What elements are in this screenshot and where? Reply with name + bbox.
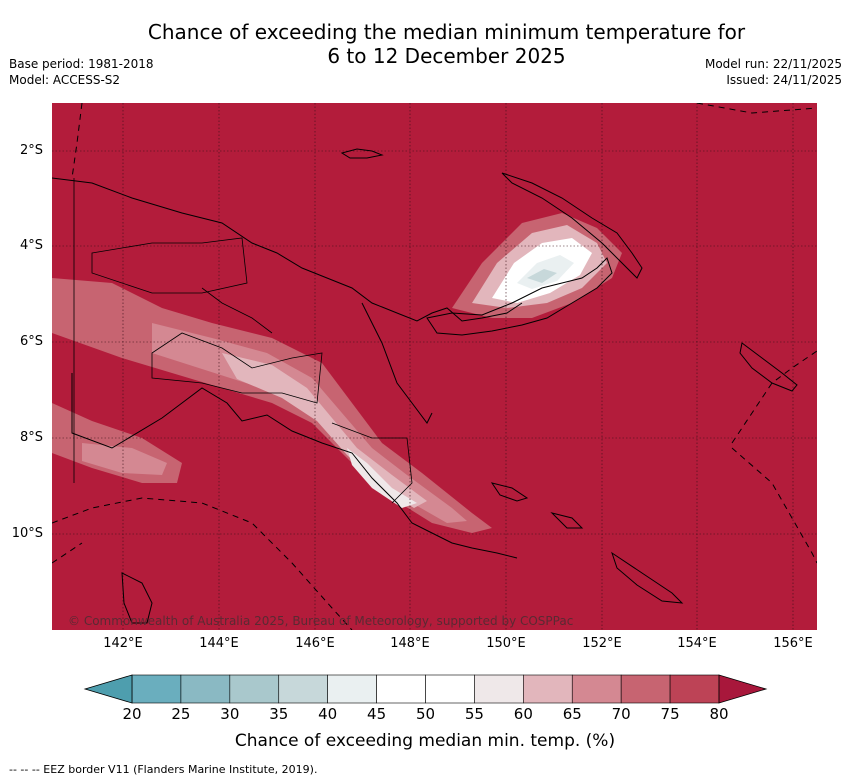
colorbar-segment xyxy=(474,674,524,704)
map-credit: © Commonwealth of Australia 2025, Bureau… xyxy=(68,614,574,628)
manus-island xyxy=(340,148,384,159)
colorbar-high-arrow xyxy=(718,674,768,704)
colorbar xyxy=(83,674,768,704)
colorbar-segment xyxy=(669,674,720,704)
base-period: Base period: 1981-2018 xyxy=(9,57,154,71)
colorbar-tick-label: 30 xyxy=(220,705,240,723)
eez-borders xyxy=(52,103,817,630)
lon-label-146e: 146°E xyxy=(295,636,335,651)
colorbar-tick-label: 20 xyxy=(122,705,142,723)
colorbar-tick-label: 25 xyxy=(171,705,191,723)
title-line-1: Chance of exceeding the median minimum t… xyxy=(147,20,746,44)
meta-left: Base period: 1981-2018 Model: ACCESS-S2 xyxy=(9,56,154,88)
colorbar-segment xyxy=(620,674,671,704)
lon-label-142e: 142°E xyxy=(103,636,143,651)
new-britain xyxy=(426,257,613,336)
new-guinea-south-coast xyxy=(71,373,518,559)
colorbar-tick-label: 60 xyxy=(513,705,533,723)
contour-60-band xyxy=(222,353,427,508)
colorbar-tick-label: 70 xyxy=(611,705,631,723)
issued-date: Issued: 24/11/2025 xyxy=(726,73,842,87)
map-graphic xyxy=(52,103,817,630)
colorbar-segment xyxy=(278,674,328,704)
louisiade-archipelago xyxy=(611,551,684,604)
lon-label-144e: 144°E xyxy=(199,636,239,651)
lon-label-154e: 154°E xyxy=(677,636,717,651)
colorbar-segment xyxy=(571,674,622,704)
meta-right: Model run: 22/11/2025 Issued: 24/11/2025 xyxy=(705,56,842,88)
colorbar-segment xyxy=(327,674,377,704)
colorbar-segment xyxy=(376,674,426,704)
colorbar-tick-label: 75 xyxy=(660,705,680,723)
new-ireland xyxy=(501,172,643,279)
lon-label-152e: 152°E xyxy=(582,636,622,651)
bougainville xyxy=(739,342,798,392)
colorbar-segment xyxy=(425,674,475,704)
colorbar-low-arrow xyxy=(83,674,133,704)
contour-west-65 xyxy=(82,443,167,475)
dentrecasteaux-islands xyxy=(490,482,584,529)
colorbar-segment xyxy=(523,674,573,704)
province-borders xyxy=(73,178,413,504)
lat-label-2s: 2°S xyxy=(19,143,43,158)
colorbar-tick-label: 65 xyxy=(562,705,582,723)
colorbar-segment xyxy=(131,674,182,704)
eez-legend: -- -- -- EEZ border V11 (Flanders Marine… xyxy=(9,763,318,776)
contour-east-35 xyxy=(527,269,557,283)
lon-label-156e: 156°E xyxy=(773,636,813,651)
torres-strait-islands xyxy=(121,572,153,624)
lat-label-4s: 4°S xyxy=(19,238,43,253)
colorbar-tick-label: 80 xyxy=(709,705,729,723)
map-panel: © Commonwealth of Australia 2025, Bureau… xyxy=(52,103,817,630)
colorbar-tick-label: 45 xyxy=(367,705,387,723)
title-line-2: 6 to 12 December 2025 xyxy=(327,44,566,68)
contour-55-band xyxy=(347,448,417,508)
colorbar-tick-label: 50 xyxy=(415,705,436,723)
graticule xyxy=(52,103,817,630)
colorbar-segment xyxy=(229,674,280,704)
lat-label-8s: 8°S xyxy=(19,430,43,445)
chart-title: Chance of exceeding the median minimum t… xyxy=(0,20,850,68)
colorbar-tick-label: 55 xyxy=(464,705,484,723)
colorbar-title: Chance of exceeding median min. temp. (%… xyxy=(234,731,616,751)
lat-label-6s: 6°S xyxy=(19,334,43,349)
lon-label-150e: 150°E xyxy=(486,636,526,651)
colorbar-tick-label: 35 xyxy=(269,705,289,723)
colorbar-tick-label: 40 xyxy=(318,705,338,723)
new-guinea-north-coast xyxy=(52,177,523,322)
coastlines xyxy=(52,148,798,624)
colorbar-segments xyxy=(131,674,720,704)
model-name: Model: ACCESS-S2 xyxy=(9,73,121,87)
colorbar-segment xyxy=(180,674,231,704)
model-run: Model run: 22/11/2025 xyxy=(704,57,842,71)
lat-label-10s: 10°S xyxy=(11,526,43,541)
huon-peninsula xyxy=(361,302,433,424)
lon-label-148e: 148°E xyxy=(390,636,430,651)
